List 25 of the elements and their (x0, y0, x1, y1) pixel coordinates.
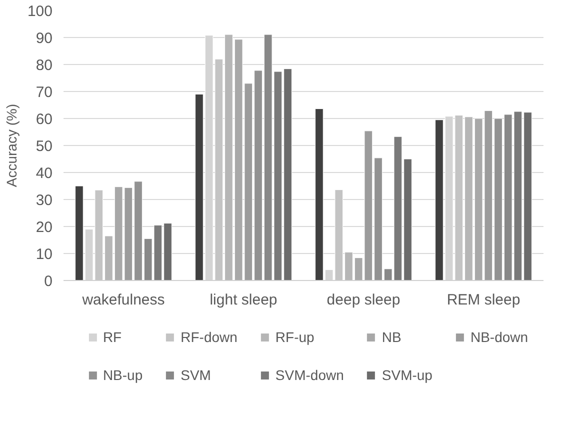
x-tick-label: wakefulness (81, 292, 165, 308)
y-axis-title: Accuracy (%) (3, 104, 20, 188)
y-tick-label: 20 (36, 219, 53, 236)
y-tick-label: 40 (36, 165, 53, 182)
y-tick-label: 30 (36, 192, 53, 209)
legend-label: NB (382, 329, 402, 345)
x-tick-label: light sleep (210, 292, 278, 308)
y-tick-label: 50 (36, 138, 53, 155)
legend-label: RF (102, 329, 123, 345)
legend-label: RF-up (275, 329, 314, 345)
x-tick-label: deep sleep (326, 292, 400, 308)
legend-label: SVM-up (382, 367, 432, 383)
legend-label: SVM (180, 367, 211, 383)
y-tick-label: 10 (36, 246, 53, 263)
legend-label: NB-up (102, 367, 143, 383)
x-tick-label: REM sleep (446, 292, 520, 308)
y-tick-label: 80 (36, 57, 53, 74)
y-tick-label: 90 (36, 30, 53, 47)
legend-label: RF-down (180, 329, 238, 345)
y-tick-label: 60 (36, 111, 53, 128)
y-tick-label: 70 (36, 84, 53, 101)
legend-label: NB-down (470, 329, 528, 345)
legend-label: SVM-down (275, 367, 344, 383)
y-tick-label: 0 (44, 273, 52, 290)
y-tick-label: 100 (27, 3, 53, 20)
